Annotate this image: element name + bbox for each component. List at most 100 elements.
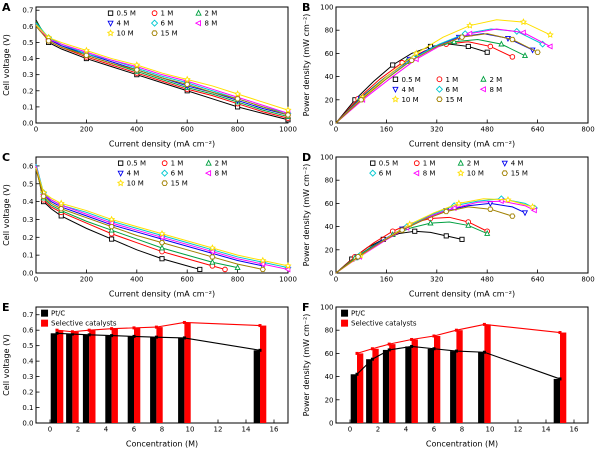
svg-text:2 M: 2 M [467, 160, 480, 168]
svg-text:800: 800 [231, 276, 244, 284]
svg-text:10 M: 10 M [467, 170, 484, 178]
svg-text:0.5 M: 0.5 M [379, 160, 398, 168]
svg-text:0.3: 0.3 [22, 373, 33, 381]
svg-text:0.5 M: 0.5 M [401, 76, 420, 84]
svg-text:60: 60 [325, 200, 334, 208]
panel-B: B 0 160 320 480 640 800 0 20 40 60 80 100 Current de… [300, 0, 600, 150]
svg-text:14: 14 [542, 426, 551, 434]
svg-text:Current density (mA cm⁻²): Current density (mA cm⁻²) [109, 290, 215, 299]
svg-text:0: 0 [329, 270, 333, 278]
svg-text:0.4: 0.4 [22, 198, 34, 206]
svg-text:0.6: 0.6 [22, 23, 34, 31]
svg-text:0.5 M: 0.5 M [127, 160, 146, 168]
panel-B-plot: 0 160 320 480 640 800 0 20 40 60 80 100 Current dens… [302, 4, 595, 149]
svg-text:2 M: 2 M [205, 10, 218, 18]
svg-text:160: 160 [380, 126, 393, 134]
svg-text:4: 4 [404, 426, 409, 434]
svg-text:Power density (mW cm⁻²): Power density (mW cm⁻²) [302, 314, 311, 417]
svg-text:6 M: 6 M [445, 86, 458, 94]
svg-text:2: 2 [376, 426, 380, 434]
svg-text:0.5: 0.5 [22, 39, 33, 47]
panel-C-plot: 0 200 400 600 800 1000 0.0 0.1 0.2 0.3 0.4 0.5 0.6 Cu… [2, 156, 297, 299]
svg-text:16: 16 [570, 426, 579, 434]
svg-text:0: 0 [34, 126, 38, 134]
panel-label-F: F [302, 301, 310, 314]
svg-text:10: 10 [186, 426, 195, 434]
svg-text:1 M: 1 M [161, 10, 174, 18]
svg-text:0.1: 0.1 [22, 103, 33, 111]
svg-text:Power density (mW cm⁻²): Power density (mW cm⁻²) [302, 14, 311, 117]
svg-text:400: 400 [130, 276, 143, 284]
svg-text:480: 480 [481, 126, 494, 134]
svg-text:0.5: 0.5 [22, 342, 33, 350]
svg-text:0: 0 [48, 426, 52, 434]
svg-text:8 M: 8 M [215, 170, 228, 178]
svg-text:0.0: 0.0 [22, 270, 33, 278]
svg-text:40: 40 [325, 73, 334, 81]
svg-text:20: 20 [325, 96, 334, 104]
svg-text:8: 8 [460, 426, 464, 434]
svg-text:15 M: 15 M [161, 30, 178, 38]
svg-text:100: 100 [320, 4, 333, 12]
svg-text:Pt/C: Pt/C [51, 310, 65, 318]
panel-A: A 0 200 400 600 800 1000 0.0 0.1 0.2 0.3 0.4 0.5 0.6… [0, 0, 300, 150]
svg-text:Current density (mA cm⁻²): Current density (mA cm⁻²) [409, 140, 515, 149]
svg-text:0: 0 [334, 126, 338, 134]
svg-text:0.0: 0.0 [22, 420, 33, 428]
svg-text:12: 12 [514, 426, 523, 434]
svg-text:80: 80 [325, 177, 334, 185]
svg-text:2 M: 2 M [215, 160, 228, 168]
svg-text:12: 12 [214, 426, 223, 434]
svg-text:0.2: 0.2 [22, 87, 33, 95]
svg-text:80: 80 [325, 27, 334, 35]
svg-text:Cell voltage (V): Cell voltage (V) [2, 184, 11, 246]
svg-text:320: 320 [430, 126, 443, 134]
svg-text:15 M: 15 M [445, 96, 462, 104]
panel-C: C 0 200 400 600 800 1000 0.0 0.1 0.2 0.3 0.4 0.5 0.6… [0, 150, 300, 300]
panel-D: D 0 160 320 480 640 800 0 20 40 60 80 100 Current de… [300, 150, 600, 300]
svg-text:Cell voltage (V): Cell voltage (V) [2, 34, 11, 96]
panel-F: F 0 2 4 6 8 10 12 14 16 0 20 40 60 80 100 Concentration… [300, 300, 600, 451]
svg-text:6 M: 6 M [379, 170, 392, 178]
svg-text:0.6: 0.6 [22, 327, 34, 335]
svg-text:480: 480 [481, 276, 494, 284]
svg-text:8 M: 8 M [489, 86, 502, 94]
svg-text:0.5: 0.5 [22, 180, 33, 188]
svg-text:320: 320 [430, 276, 443, 284]
svg-text:14: 14 [242, 426, 251, 434]
svg-text:8 M: 8 M [205, 20, 218, 28]
svg-text:10 M: 10 M [401, 96, 418, 104]
svg-text:1 M: 1 M [445, 76, 458, 84]
svg-text:0.4: 0.4 [22, 55, 34, 63]
svg-text:1000: 1000 [279, 126, 297, 134]
svg-text:15 M: 15 M [171, 180, 188, 188]
svg-text:800: 800 [231, 126, 244, 134]
svg-text:6: 6 [432, 426, 437, 434]
svg-text:200: 200 [80, 276, 93, 284]
svg-text:100: 100 [320, 154, 333, 162]
svg-text:200: 200 [80, 126, 93, 134]
svg-text:20: 20 [325, 246, 334, 254]
svg-text:10 M: 10 M [117, 30, 134, 38]
svg-text:0: 0 [348, 426, 352, 434]
svg-text:40: 40 [325, 373, 334, 381]
svg-text:Pt/C: Pt/C [351, 310, 365, 318]
svg-text:0.3: 0.3 [22, 216, 33, 224]
svg-text:4 M: 4 M [511, 160, 524, 168]
svg-text:Concentration (M): Concentration (M) [126, 440, 198, 449]
svg-text:16: 16 [270, 426, 279, 434]
svg-text:4 M: 4 M [117, 20, 130, 28]
svg-text:0.0: 0.0 [22, 120, 33, 128]
svg-text:8 M: 8 M [423, 170, 436, 178]
svg-text:10 M: 10 M [127, 180, 144, 188]
svg-text:0.4: 0.4 [22, 358, 34, 366]
svg-text:800: 800 [581, 276, 594, 284]
svg-text:60: 60 [325, 350, 334, 358]
svg-text:800: 800 [581, 126, 594, 134]
svg-text:2 M: 2 M [489, 76, 502, 84]
svg-text:0.6: 0.6 [22, 162, 34, 170]
panel-A-plot: 0 200 400 600 800 1000 0.0 0.1 0.2 0.3 0.4 0.5 0.6 0.… [2, 6, 297, 149]
svg-text:1 M: 1 M [423, 160, 436, 168]
svg-text:0: 0 [334, 276, 338, 284]
